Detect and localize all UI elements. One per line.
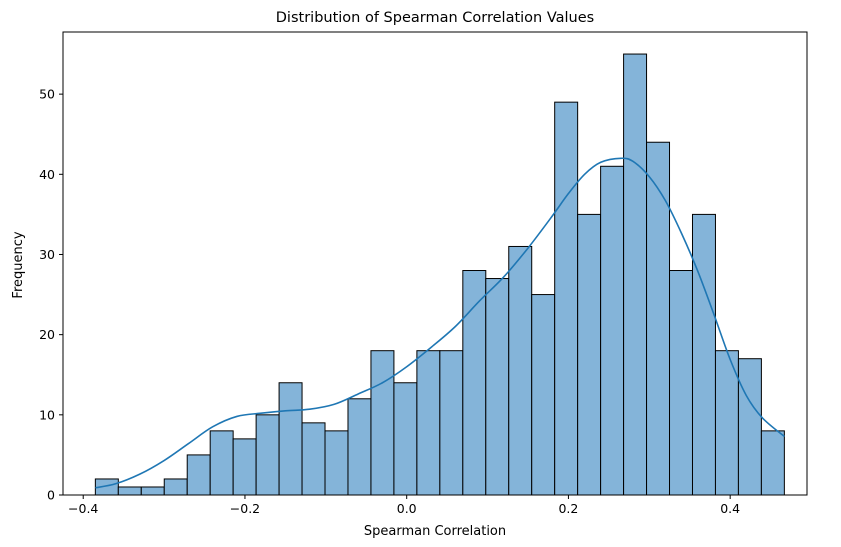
histogram-bar [646, 141, 671, 496]
y-axis-label: Frequency [11, 231, 26, 298]
y-tick-label: 30 [39, 247, 55, 262]
bars-group [94, 53, 785, 496]
histogram-bar [439, 350, 464, 496]
y-tick-label: 10 [39, 407, 55, 422]
histogram-bar [140, 486, 165, 496]
kde-group [95, 157, 785, 489]
histogram-bar [347, 398, 372, 496]
histogram-bar [232, 438, 257, 496]
plot-frame [62, 31, 808, 496]
histogram-bar [393, 382, 418, 496]
histogram-bar [370, 350, 395, 496]
y-tick-label: 50 [39, 87, 55, 102]
histogram-bar [462, 270, 487, 496]
histogram-bar [554, 101, 579, 496]
histogram-bar [737, 358, 762, 496]
histogram-bar [623, 53, 648, 496]
histogram-bar [508, 245, 533, 496]
histogram-bar [301, 422, 326, 496]
y-tick-label: 40 [39, 167, 55, 182]
histogram-bar [416, 350, 441, 496]
y-tick-label: 20 [39, 327, 55, 342]
x-tick-label: −0.4 [68, 501, 98, 516]
x-tick-label: 0.2 [558, 501, 578, 516]
histogram-bar [577, 213, 602, 496]
x-axis-label: Spearman Correlation [364, 524, 506, 539]
x-axis-ticks: −0.4 −0.2 0.0 0.2 0.4 [68, 495, 740, 516]
histogram-bar [163, 478, 188, 496]
histogram-bar [600, 165, 625, 496]
histogram-bar [531, 294, 556, 496]
y-axis-ticks: 0 10 20 30 40 50 [39, 87, 63, 503]
histogram-bar [186, 454, 211, 496]
histogram-bar [117, 486, 142, 496]
y-tick-label: 0 [47, 488, 55, 503]
histogram-bar [691, 213, 716, 496]
x-tick-label: −0.2 [230, 501, 260, 516]
histogram-bar [669, 270, 693, 496]
histogram-bar [760, 430, 785, 496]
kde-line [95, 157, 785, 489]
histogram-bar [485, 278, 510, 496]
histogram-bar [255, 414, 280, 496]
x-tick-label: 0.4 [720, 501, 740, 516]
chart-title: Distribution of Spearman Correlation Val… [276, 10, 594, 26]
histogram-bar [209, 430, 234, 496]
histogram-bar [278, 382, 303, 496]
x-tick-label: 0.0 [397, 501, 417, 516]
histogram-bar [324, 430, 349, 496]
